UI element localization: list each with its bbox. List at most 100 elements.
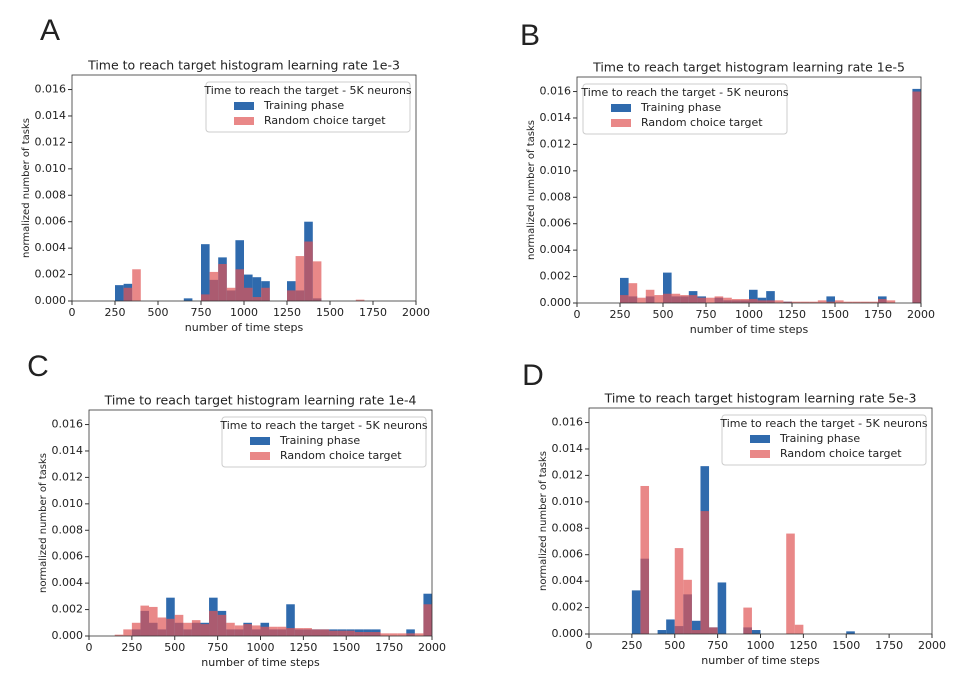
legend-label: Random choice target bbox=[264, 114, 386, 127]
histogram-bar bbox=[149, 606, 158, 636]
legend-box bbox=[205, 81, 411, 133]
x-tick-label: 1500 bbox=[316, 306, 344, 319]
panel-label: A bbox=[40, 14, 60, 47]
histogram-bar bbox=[201, 294, 210, 301]
x-tick-label: 2000 bbox=[402, 306, 430, 319]
histogram-bar bbox=[757, 300, 767, 303]
x-tick-label: 1750 bbox=[864, 308, 892, 321]
histogram-bar bbox=[645, 289, 655, 303]
histogram-bar bbox=[261, 287, 270, 301]
x-tick-label: 750 bbox=[191, 306, 212, 319]
histogram-bar bbox=[697, 297, 706, 303]
histogram-bar bbox=[709, 627, 718, 634]
histogram-bar bbox=[304, 241, 313, 301]
y-axis-label: normalized number of tasks bbox=[38, 453, 49, 593]
y-tick-label: 0.000 bbox=[540, 296, 572, 309]
x-tick-label: 1000 bbox=[735, 308, 763, 321]
histogram-bar bbox=[792, 301, 801, 303]
y-tick-label: 0.012 bbox=[35, 135, 67, 148]
histogram-bar bbox=[218, 263, 227, 301]
histogram-bar bbox=[260, 626, 270, 636]
histogram-bar bbox=[878, 299, 887, 303]
histogram-bar bbox=[200, 624, 210, 636]
legend-label: Training phase bbox=[279, 434, 360, 447]
histogram-bar bbox=[235, 269, 244, 301]
y-tick-label: 0.006 bbox=[35, 215, 67, 228]
y-tick-label: 0.002 bbox=[35, 268, 67, 281]
histogram-bar bbox=[123, 629, 132, 636]
histogram-bar bbox=[657, 630, 667, 634]
histogram-bar bbox=[826, 296, 835, 303]
y-tick-label: 0.012 bbox=[540, 137, 572, 150]
legend-label: Training phase bbox=[263, 99, 344, 112]
legend-label: Random choice target bbox=[280, 449, 402, 462]
histogram-bar bbox=[671, 293, 681, 303]
x-tick-label: 0 bbox=[574, 308, 581, 321]
x-tick-label: 500 bbox=[164, 641, 185, 654]
panel: B Time to reach target histogram learning… bbox=[520, 19, 935, 336]
histogram-bar bbox=[406, 629, 415, 636]
legend-title: Time to reach the target - 5K neurons bbox=[219, 419, 428, 432]
histogram-bar bbox=[389, 633, 398, 636]
x-tick-label: 2000 bbox=[418, 641, 446, 654]
legend-label: Training phase bbox=[779, 432, 860, 445]
histogram-bar bbox=[700, 511, 710, 634]
histogram-bar bbox=[869, 301, 878, 303]
x-tick-label: 250 bbox=[621, 639, 642, 652]
histogram-bar bbox=[380, 633, 390, 636]
histogram-bar bbox=[691, 620, 701, 634]
legend-label: Random choice target bbox=[780, 447, 902, 460]
y-tick-label: 0.012 bbox=[552, 468, 584, 481]
histogram-bar bbox=[234, 625, 244, 636]
histogram-bar bbox=[620, 277, 629, 303]
legend-title: Time to reach the target - 5K neurons bbox=[203, 84, 412, 97]
y-tick-label: 0.010 bbox=[52, 497, 84, 510]
histogram-bar bbox=[751, 630, 761, 634]
x-tick-label: 1500 bbox=[332, 641, 360, 654]
x-tick-label: 750 bbox=[696, 308, 717, 321]
legend-swatch bbox=[250, 437, 270, 445]
histogram-bar bbox=[631, 590, 641, 634]
y-tick-label: 0.008 bbox=[35, 188, 67, 201]
x-tick-label: 0 bbox=[69, 306, 76, 319]
legend-swatch bbox=[611, 104, 631, 112]
histogram-bar bbox=[414, 633, 424, 636]
x-tick-label: 1000 bbox=[747, 639, 775, 652]
histogram-bar bbox=[209, 271, 219, 301]
panel-label: C bbox=[27, 350, 49, 383]
histogram-bar bbox=[680, 295, 689, 303]
legend-swatch bbox=[611, 119, 631, 127]
legend-box bbox=[721, 414, 927, 466]
histogram-bar bbox=[311, 629, 321, 636]
histogram-bar bbox=[286, 604, 295, 636]
histogram-bar bbox=[337, 630, 347, 636]
histogram-bar bbox=[174, 614, 184, 636]
histogram-bar bbox=[166, 618, 175, 636]
x-axis-label: number of time steps bbox=[201, 656, 320, 669]
histogram-bar bbox=[683, 579, 692, 634]
x-tick-label: 0 bbox=[586, 639, 593, 652]
histogram-bar bbox=[269, 626, 278, 636]
x-tick-label: 500 bbox=[653, 308, 674, 321]
histogram-bar bbox=[226, 287, 236, 301]
y-tick-label: 0.010 bbox=[552, 495, 584, 508]
histogram-bar bbox=[371, 632, 381, 636]
histogram-bar bbox=[201, 244, 210, 301]
histogram-bar bbox=[743, 607, 752, 634]
x-tick-label: 1250 bbox=[289, 641, 317, 654]
legend-label: Random choice target bbox=[641, 116, 763, 129]
histogram-bar bbox=[287, 290, 296, 301]
x-tick-label: 500 bbox=[664, 639, 685, 652]
histogram-bar bbox=[800, 301, 810, 303]
plot-frame bbox=[588, 407, 933, 635]
y-tick-label: 0.000 bbox=[52, 629, 84, 642]
histogram-bar bbox=[363, 632, 372, 636]
histogram-bar bbox=[312, 261, 322, 301]
x-tick-label: 1500 bbox=[832, 639, 860, 652]
histogram-bar bbox=[244, 287, 253, 301]
y-tick-label: 0.000 bbox=[552, 627, 584, 640]
x-tick-label: 1000 bbox=[230, 306, 258, 319]
y-tick-label: 0.010 bbox=[35, 162, 67, 175]
x-tick-label: 1250 bbox=[778, 308, 806, 321]
y-tick-label: 0.006 bbox=[52, 550, 84, 563]
